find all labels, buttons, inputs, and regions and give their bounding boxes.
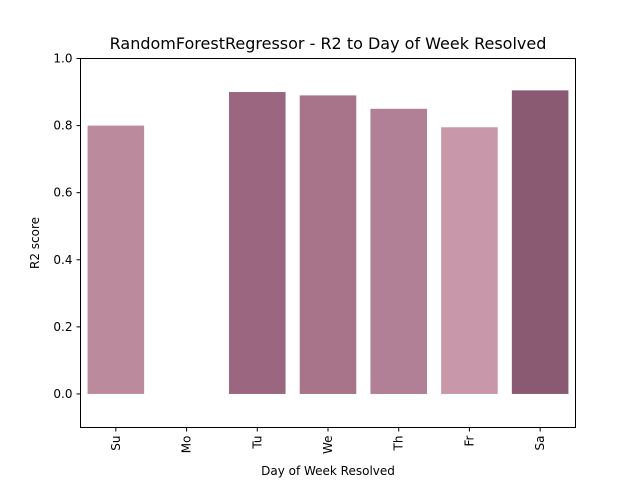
plot-area-frame [80,58,576,428]
x-axis-label: Day of Week Resolved [261,464,395,478]
x-axis-ticks: Su Mo Tu We Th Fr Sa [109,427,547,455]
x-tick-label-tu: Tu [250,436,264,450]
y-tick-label: 0.8 [53,119,72,133]
bar-tu [229,92,286,394]
y-tick-label: 0.6 [53,186,72,200]
bar-we [299,95,357,394]
y-tick-label: 1.0 [53,52,72,66]
x-tick-label-fr: Fr [462,435,476,446]
y-tick-label: 0.4 [53,253,72,267]
bar-sa [511,90,569,394]
x-tick-label-sa: Sa [533,436,547,451]
y-axis-ticks: 0.0 0.2 0.4 0.6 0.8 1.0 [53,52,81,401]
y-tick-label: 0.2 [53,320,72,334]
chart-title: RandomForestRegressor - R2 to Day of Wee… [110,34,547,53]
bars-group [87,90,569,394]
bar-fr [441,127,498,394]
x-tick-label-we: We [321,436,335,455]
y-tick-label: 0.0 [53,387,72,401]
x-tick-label-th: Th [392,436,406,452]
bar-th [370,108,427,394]
x-tick-label-su: Su [109,436,123,451]
x-tick-label-mo: Mo [180,436,194,454]
bar-su [87,125,145,394]
y-axis-label: R2 score [28,217,42,269]
